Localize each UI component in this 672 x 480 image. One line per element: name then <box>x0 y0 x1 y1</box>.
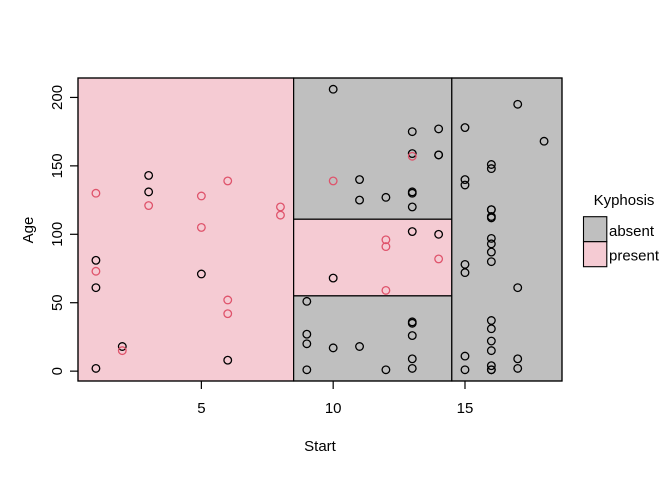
data-point-absent <box>486 336 496 346</box>
data-point-absent <box>407 127 417 137</box>
x-tick-label: 10 <box>325 400 342 417</box>
region-present <box>293 218 453 297</box>
data-point-present <box>381 242 391 252</box>
data-point-absent <box>513 354 523 364</box>
data-point-absent <box>407 187 417 197</box>
data-point-absent <box>486 164 496 174</box>
data-point-absent <box>407 317 417 327</box>
data-points <box>91 84 549 375</box>
data-point-absent <box>434 124 444 134</box>
data-point-absent <box>355 175 364 184</box>
legend: Kyphosis absent present <box>582 192 660 268</box>
legend-title: Kyphosis <box>594 192 655 209</box>
data-point-absent <box>144 170 154 180</box>
data-point-present <box>91 188 101 198</box>
legend-swatch-present <box>582 241 608 268</box>
data-point-absent <box>407 202 417 212</box>
data-point-present <box>117 346 127 356</box>
data-point-absent <box>460 365 470 375</box>
data-point-absent <box>486 205 496 215</box>
data-point-absent <box>302 329 312 339</box>
data-point-present <box>381 235 391 245</box>
data-point-absent <box>302 296 312 306</box>
data-point-absent <box>460 180 470 190</box>
data-point-present <box>381 285 391 295</box>
data-point-absent <box>486 247 496 257</box>
data-point-absent <box>407 331 417 341</box>
data-point-absent <box>486 365 496 375</box>
data-point-present <box>223 309 233 319</box>
data-point-absent <box>407 149 417 158</box>
data-point-absent <box>486 346 496 356</box>
partition-regions <box>77 77 563 382</box>
data-point-absent <box>223 355 233 365</box>
data-point-absent <box>144 187 154 197</box>
data-point-present <box>407 151 417 161</box>
region-present <box>77 77 295 382</box>
data-point-absent <box>328 343 338 353</box>
region-absent <box>293 77 453 220</box>
data-point-absent <box>91 283 101 293</box>
data-point-absent <box>486 324 496 334</box>
legend-label-absent: absent <box>609 223 655 240</box>
y-axis-title: Age <box>20 217 37 244</box>
data-point-absent <box>302 365 312 375</box>
y-tick-label: 0 <box>49 367 66 375</box>
data-point-present <box>196 191 206 201</box>
data-point-present <box>328 176 338 186</box>
y-tick-label: 200 <box>49 85 66 110</box>
data-point-present <box>276 210 285 220</box>
data-point-present <box>434 254 444 264</box>
data-point-absent <box>355 342 364 351</box>
data-point-absent <box>539 136 549 146</box>
data-point-absent <box>486 233 496 243</box>
data-point-absent <box>381 192 391 202</box>
data-point-absent <box>328 84 338 94</box>
data-point-absent <box>302 339 312 349</box>
data-point-absent <box>91 363 101 373</box>
x-axis-title: Start <box>304 438 337 455</box>
data-point-absent <box>460 351 470 361</box>
data-point-absent <box>486 257 496 267</box>
data-point-absent <box>486 361 496 371</box>
data-point-present <box>91 266 101 276</box>
data-point-present <box>223 295 233 305</box>
data-point-absent <box>196 269 206 279</box>
data-point-absent <box>407 227 417 237</box>
x-tick-label: 15 <box>457 400 474 417</box>
data-point-absent <box>381 365 391 375</box>
data-point-present <box>144 201 154 211</box>
data-point-absent <box>513 99 523 109</box>
data-point-absent <box>460 268 470 278</box>
plot-frame <box>77 77 563 382</box>
data-point-absent <box>513 283 523 293</box>
y-tick-label: 50 <box>49 294 66 311</box>
frame-border <box>77 77 563 382</box>
data-point-absent <box>460 175 470 184</box>
x-tick-label: 5 <box>197 400 205 417</box>
legend-swatch-absent <box>582 216 608 243</box>
region-absent <box>451 77 563 382</box>
y-tick-label: 150 <box>49 153 66 178</box>
data-point-absent <box>407 354 417 364</box>
data-point-absent <box>407 363 417 373</box>
data-point-absent <box>91 255 101 265</box>
region-absent <box>293 295 453 382</box>
data-point-present <box>196 222 206 232</box>
data-point-present <box>223 176 233 186</box>
data-point-absent <box>328 273 338 283</box>
data-point-absent <box>355 195 364 205</box>
data-point-absent <box>434 229 444 239</box>
data-point-absent <box>460 123 470 132</box>
legend-label-present: present <box>609 248 660 265</box>
data-point-absent <box>117 342 127 351</box>
y-tick-label: 100 <box>49 222 66 247</box>
data-point-absent <box>434 150 444 160</box>
data-point-absent <box>513 363 523 373</box>
data-point-absent <box>486 160 496 169</box>
